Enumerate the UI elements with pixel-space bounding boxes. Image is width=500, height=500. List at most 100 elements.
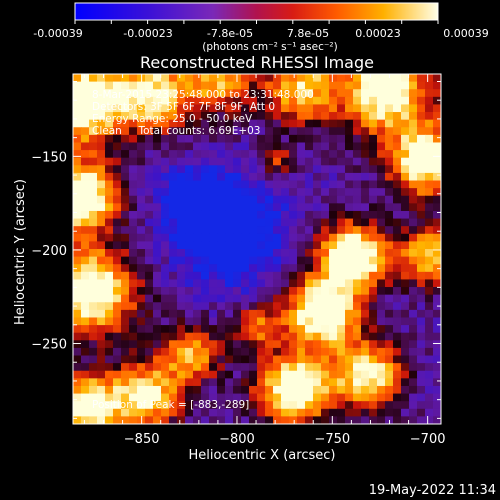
heatmap-pixel bbox=[385, 385, 394, 395]
heatmap-pixel bbox=[185, 294, 194, 303]
heatmap-pixel bbox=[417, 317, 426, 326]
axes: −850 −800 −750 −700−150−200−250 bbox=[31, 74, 446, 447]
heatmap-pixel bbox=[73, 150, 82, 159]
heatmap-pixel bbox=[225, 264, 234, 273]
heatmap-pixel bbox=[281, 332, 290, 341]
heatmap-pixel bbox=[209, 195, 218, 204]
heatmap-pixel bbox=[257, 74, 266, 83]
heatmap-pixel bbox=[369, 370, 378, 379]
heatmap-pixel bbox=[313, 74, 322, 83]
heatmap-pixel bbox=[201, 416, 210, 424]
heatmap-pixel bbox=[185, 393, 194, 402]
heatmap-pixel bbox=[345, 355, 354, 364]
heatmap-pixel bbox=[81, 195, 90, 204]
heatmap-pixel bbox=[297, 142, 306, 151]
heatmap-pixel bbox=[297, 294, 306, 303]
heatmap-pixel bbox=[329, 340, 338, 349]
heatmap-pixel bbox=[345, 340, 354, 349]
heatmap-pixel bbox=[201, 104, 210, 113]
heatmap-pixel bbox=[417, 127, 426, 136]
heatmap-pixel bbox=[337, 249, 346, 258]
heatmap-pixel bbox=[305, 393, 314, 402]
heatmap-pixel bbox=[137, 104, 146, 113]
heatmap-pixel bbox=[97, 363, 106, 372]
heatmap-pixel bbox=[273, 150, 282, 159]
heatmap-pixel bbox=[121, 340, 130, 349]
heatmap-pixel bbox=[137, 264, 146, 273]
heatmap-pixel bbox=[185, 134, 194, 144]
heatmap-pixel bbox=[89, 302, 98, 311]
heatmap-pixel bbox=[177, 279, 186, 288]
heatmap-pixel bbox=[425, 393, 434, 402]
heatmap-pixel bbox=[209, 96, 218, 106]
heatmap-pixel bbox=[73, 393, 82, 402]
heatmap-pixel bbox=[121, 271, 130, 281]
heatmap-pixel bbox=[321, 385, 330, 395]
heatmap-pixel bbox=[81, 81, 90, 90]
heatmap-pixel bbox=[433, 271, 441, 281]
heatmap-pixel bbox=[377, 74, 386, 83]
heatmap-pixel bbox=[225, 393, 234, 402]
heatmap-pixel bbox=[345, 172, 354, 182]
heatmap-pixel bbox=[337, 363, 346, 372]
heatmap-pixel bbox=[153, 119, 162, 128]
heatmap-pixel bbox=[313, 210, 322, 220]
heatmap-pixel bbox=[129, 408, 138, 417]
heatmap-pixel bbox=[337, 256, 346, 265]
heatmap-pixel bbox=[153, 180, 162, 189]
heatmap-pixel bbox=[161, 264, 170, 273]
heatmap-pixel bbox=[345, 347, 354, 357]
heatmap-pixel bbox=[393, 172, 402, 182]
heatmap-pixel bbox=[113, 401, 122, 410]
heatmap-pixel bbox=[89, 355, 98, 364]
heatmap-pixel bbox=[281, 370, 290, 379]
heatmap-pixel bbox=[401, 165, 410, 174]
heatmap-pixel bbox=[305, 134, 314, 144]
heatmap-pixel bbox=[329, 172, 338, 182]
heatmap-pixel bbox=[193, 378, 202, 387]
heatmap-pixel bbox=[217, 180, 226, 189]
heatmap-pixel bbox=[121, 188, 130, 197]
heatmap-pixel bbox=[201, 408, 210, 417]
heatmap-pixel bbox=[137, 378, 146, 387]
heatmap-pixel bbox=[433, 180, 441, 189]
heatmap-pixel bbox=[249, 188, 258, 197]
heatmap-pixel bbox=[169, 112, 178, 121]
heatmap-pixel bbox=[185, 241, 194, 250]
heatmap-pixel bbox=[297, 127, 306, 136]
heatmap-pixel bbox=[169, 385, 178, 395]
heatmap-pixel bbox=[129, 264, 138, 273]
heatmap-pixel bbox=[241, 165, 250, 174]
heatmap-pixel bbox=[177, 309, 186, 319]
heatmap-pixel bbox=[321, 165, 330, 174]
heatmap-pixel bbox=[193, 370, 202, 379]
heatmap-pixel bbox=[313, 340, 322, 349]
heatmap-pixel bbox=[185, 325, 194, 334]
heatmap-pixel bbox=[345, 157, 354, 166]
heatmap-pixel bbox=[209, 165, 218, 174]
heatmap-pixel bbox=[353, 241, 362, 250]
heatmap-pixel bbox=[409, 104, 418, 113]
heatmap-pixel bbox=[265, 332, 274, 341]
heatmap-pixel bbox=[249, 195, 258, 204]
heatmap-pixel bbox=[177, 188, 186, 197]
heatmap-pixel bbox=[345, 96, 354, 106]
heatmap-pixel bbox=[105, 134, 114, 144]
heatmap-pixel bbox=[305, 264, 314, 273]
heatmap-pixel bbox=[105, 218, 114, 227]
heatmap-pixel bbox=[369, 340, 378, 349]
heatmap-pixel bbox=[249, 416, 258, 424]
heatmap-pixel bbox=[97, 203, 106, 212]
heatmap-pixel bbox=[393, 385, 402, 395]
heatmap-pixel bbox=[97, 96, 106, 106]
heatmap-pixel bbox=[353, 180, 362, 189]
heatmap-pixel bbox=[417, 226, 426, 235]
heatmap-pixel bbox=[409, 401, 418, 410]
heatmap-pixel bbox=[305, 195, 314, 204]
heatmap-pixel bbox=[169, 172, 178, 182]
heatmap-pixel bbox=[89, 332, 98, 341]
heatmap-pixel bbox=[169, 188, 178, 197]
heatmap-pixel bbox=[177, 172, 186, 182]
heatmap-pixel bbox=[105, 81, 114, 90]
heatmap-pixel bbox=[137, 294, 146, 303]
